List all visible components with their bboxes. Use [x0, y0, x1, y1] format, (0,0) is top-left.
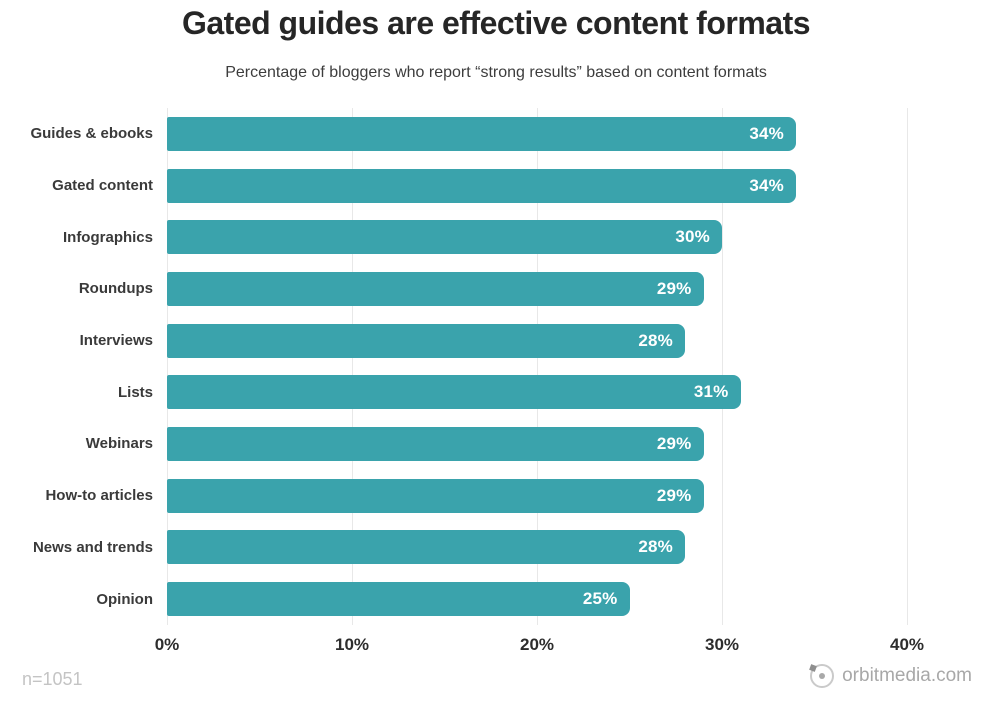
bar-row: Roundups 29% [79, 263, 930, 315]
category-label: News and trends [32, 538, 153, 556]
bar: 29% [167, 271, 704, 306]
category-label: Interviews [79, 332, 153, 350]
x-tick-label: 20% [519, 635, 555, 654]
x-tick-label: 0% [154, 635, 180, 654]
category-label: Opinion [96, 590, 153, 608]
bar: 30% [167, 220, 722, 255]
bar-row: Webinars 29% [86, 418, 930, 470]
category-label: Roundups [78, 280, 153, 298]
value-label: 29% [656, 278, 692, 298]
value-label: 28% [638, 330, 673, 350]
page-subtitle: Percentage of bloggers who report “stron… [225, 64, 767, 81]
brand: orbitmedia.com [809, 664, 972, 688]
category-label: How-to articles [45, 487, 153, 505]
bar-row: Gated content 34% [52, 160, 930, 212]
bar-row: Interviews 28% [80, 315, 930, 367]
orbit-center-dot [819, 673, 826, 679]
value-label: 30% [675, 227, 710, 247]
gridline [352, 108, 353, 625]
category-label: Lists [117, 383, 153, 401]
category-label: Webinars [85, 435, 153, 453]
value-label: 29% [656, 433, 692, 453]
bar: 28% [167, 530, 685, 565]
x-tick-label: 40% [889, 635, 925, 654]
value-label: 34% [749, 175, 784, 195]
value-label: 28% [638, 537, 673, 557]
bar-row: Opinion 25% [96, 573, 930, 625]
x-tick-label: 30% [704, 635, 740, 654]
category-label: Infographics [62, 228, 153, 246]
gridline [537, 108, 538, 625]
bar: 28% [167, 323, 685, 358]
x-tick-label: 10% [334, 635, 370, 654]
bar: 29% [167, 426, 704, 461]
bar-row: Infographics 30% [63, 211, 930, 263]
value-label: 34% [749, 123, 784, 143]
bar-row: Lists 31% [118, 366, 930, 418]
category-label: Gated content [52, 177, 153, 195]
bar: 34% [167, 116, 796, 151]
x-axis: 0% 10% 20% 30% 40% [155, 635, 930, 657]
value-label: 25% [582, 589, 618, 609]
orbit-satellite-dot [809, 664, 817, 672]
gridline [167, 108, 168, 625]
plot-area: Guides & ebooks 34% Gated content 34% In… [30, 108, 930, 625]
bar-row: News and trends 28% [33, 522, 930, 574]
category-label: Guides & ebooks [30, 125, 153, 143]
bar: 25% [167, 582, 630, 617]
value-label: 31% [693, 382, 729, 402]
bar-row: Guides & ebooks 34% [30, 108, 930, 160]
page-title: Gated guides are effective content forma… [181, 5, 811, 41]
bar: 31% [167, 375, 741, 410]
bar-row: How-to articles 29% [45, 470, 930, 522]
bar: 29% [167, 478, 704, 513]
brand-name: orbitmedia.com [842, 665, 972, 686]
value-label: 29% [656, 485, 692, 505]
bar: 34% [167, 168, 796, 203]
gridline [722, 108, 723, 625]
orbit-logo-icon [809, 664, 835, 688]
sample-size: n=1051 [22, 669, 83, 689]
bar-rows: Guides & ebooks 34% Gated content 34% In… [30, 108, 930, 625]
gridline [907, 108, 908, 625]
